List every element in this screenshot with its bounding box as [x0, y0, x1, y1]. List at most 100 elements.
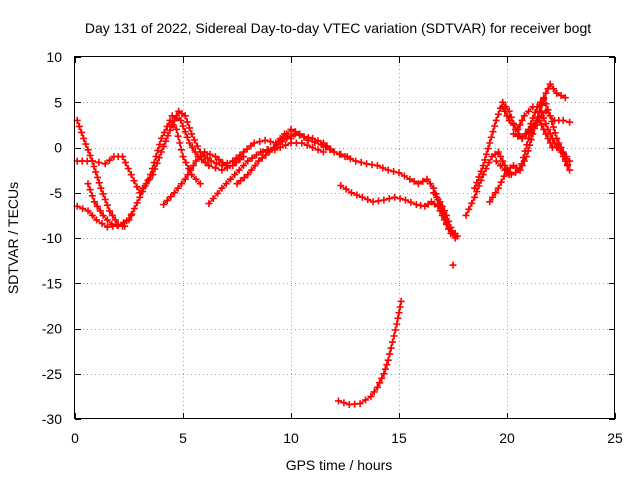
- data-point-marker: [494, 110, 502, 118]
- data-point-marker: [123, 217, 131, 225]
- data-point-marker: [139, 184, 147, 192]
- data-point-marker: [193, 142, 201, 150]
- data-point-marker: [157, 148, 165, 156]
- data-point-marker: [516, 166, 524, 174]
- data-point-marker: [542, 120, 550, 128]
- series-arc-14: [462, 148, 513, 219]
- data-point-marker: [113, 221, 121, 229]
- data-point-marker: [247, 166, 255, 174]
- data-point-marker: [276, 144, 284, 151]
- data-point-marker: [205, 162, 213, 170]
- data-point-marker: [373, 383, 381, 391]
- data-point-marker: [383, 361, 391, 369]
- series-arc-12: [335, 297, 405, 408]
- data-point-marker: [443, 211, 450, 219]
- data-point-marker: [84, 207, 92, 215]
- data-point-marker: [453, 232, 461, 240]
- data-point-marker: [535, 103, 543, 111]
- data-point-marker: [164, 132, 172, 140]
- data-point-marker: [367, 392, 375, 400]
- data-point-marker: [368, 161, 376, 169]
- data-point-marker: [531, 108, 539, 116]
- data-point-marker: [160, 201, 168, 208]
- y-tick-label: -10: [42, 230, 62, 246]
- data-point-marker: [322, 143, 330, 151]
- data-point-marker: [369, 198, 377, 206]
- data-point-marker: [278, 134, 286, 142]
- data-point-marker: [505, 116, 513, 124]
- data-point-marker: [540, 114, 548, 122]
- data-point-marker: [201, 159, 209, 167]
- data-point-marker: [525, 134, 533, 142]
- data-point-marker: [538, 121, 546, 129]
- data-point-marker: [108, 220, 116, 228]
- data-point-marker: [412, 201, 420, 208]
- series-arc-5: [160, 148, 230, 208]
- data-point-marker: [93, 202, 101, 210]
- data-point-marker: [168, 121, 176, 129]
- data-point-marker: [163, 197, 171, 205]
- data-point-marker: [282, 141, 290, 149]
- data-point-marker: [177, 116, 185, 124]
- data-point-marker: [163, 122, 171, 130]
- data-point-marker: [75, 122, 83, 130]
- data-point-marker: [546, 130, 554, 138]
- data-point-marker: [86, 186, 94, 194]
- x-tick-label: 5: [179, 430, 187, 446]
- data-point-marker: [121, 159, 129, 167]
- data-point-marker: [248, 154, 256, 162]
- data-point-marker: [395, 309, 403, 317]
- data-point-marker: [198, 156, 206, 164]
- data-point-marker: [402, 196, 409, 204]
- data-point-marker: [314, 146, 322, 154]
- data-point-marker: [236, 156, 244, 164]
- data-point-marker: [381, 365, 389, 373]
- data-point-marker: [90, 198, 98, 206]
- data-point-marker: [358, 193, 366, 201]
- data-point-marker: [489, 128, 497, 136]
- data-point-marker: [380, 196, 388, 204]
- data-point-marker: [181, 112, 189, 120]
- data-point-marker: [130, 177, 138, 185]
- data-point-marker: [209, 195, 217, 202]
- data-point-marker: [390, 332, 398, 340]
- data-point-marker: [189, 162, 197, 170]
- data-point-marker: [379, 164, 387, 172]
- data-point-marker: [88, 157, 96, 165]
- data-point-marker: [166, 126, 174, 134]
- data-point-marker: [191, 136, 198, 144]
- data-point-marker: [233, 180, 241, 188]
- data-point-marker: [103, 216, 111, 224]
- data-point-marker: [79, 205, 87, 213]
- data-point-marker: [362, 396, 369, 404]
- data-point-marker: [386, 350, 394, 358]
- y-tick-label: 10: [46, 49, 62, 65]
- data-point-marker: [244, 171, 252, 179]
- data-point-marker: [481, 156, 489, 164]
- data-point-marker: [207, 157, 215, 165]
- data-point-marker: [531, 121, 539, 129]
- data-point-marker: [553, 89, 561, 97]
- data-point-marker: [80, 134, 88, 142]
- data-point-marker: [559, 116, 567, 124]
- data-point-marker: [438, 202, 446, 210]
- data-point-marker: [518, 134, 526, 142]
- data-point-marker: [108, 211, 116, 219]
- y-tick-label: -20: [42, 321, 62, 337]
- data-point-marker: [96, 207, 104, 215]
- x-axis-label: GPS time / hours: [286, 457, 393, 473]
- data-point-marker: [298, 139, 306, 147]
- data-point-marker: [501, 107, 509, 115]
- data-point-marker: [194, 153, 202, 161]
- data-point-marker: [400, 172, 408, 180]
- data-point-marker: [406, 175, 414, 183]
- data-point-marker: [255, 157, 263, 165]
- data-point-marker: [486, 198, 494, 206]
- data-point-marker: [154, 147, 162, 154]
- x-tick-label: 15: [391, 430, 407, 446]
- data-point-marker: [494, 148, 502, 156]
- data-point-marker: [173, 125, 180, 133]
- data-point-marker: [430, 189, 438, 197]
- data-point-marker: [235, 166, 243, 174]
